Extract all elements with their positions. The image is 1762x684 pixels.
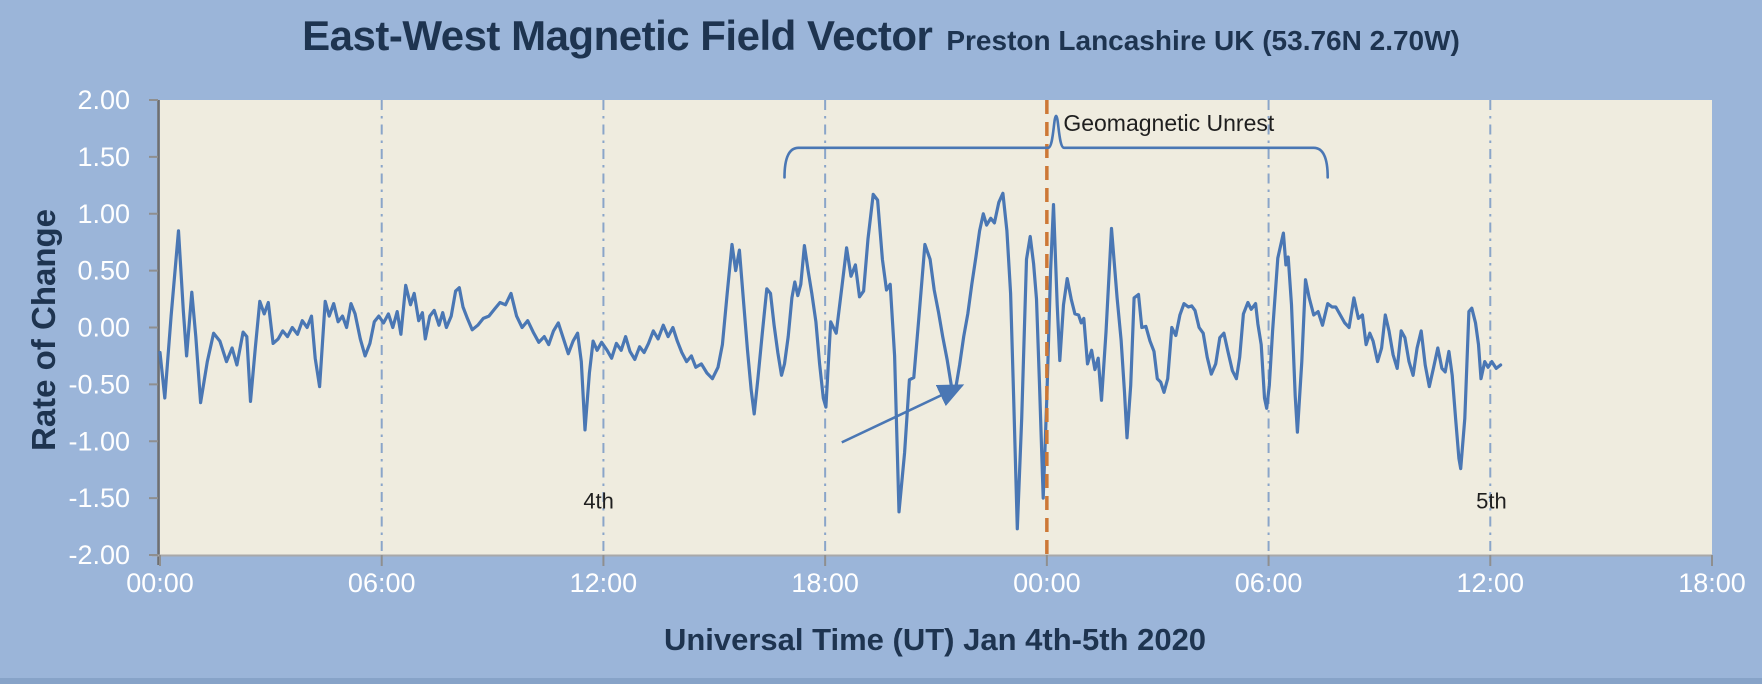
y-tick-label: -2.00: [68, 540, 130, 570]
x-tick-label: 18:00: [791, 568, 859, 598]
x-tick-label: 12:00: [1456, 568, 1524, 598]
chart-title-subtitle: Preston Lancashire UK (53.76N 2.70W): [946, 25, 1460, 56]
x-tick-label: 06:00: [348, 568, 416, 598]
y-tick-label: -0.50: [68, 369, 130, 399]
unrest-brace: [783, 114, 1329, 179]
x-tick-label: 18:00: [1678, 568, 1746, 598]
chart-title-main: East-West Magnetic Field Vector: [302, 12, 933, 59]
x-tick-label: 06:00: [1235, 568, 1303, 598]
y-tick-label: -1.50: [68, 483, 130, 513]
y-tick-label: 1.50: [77, 142, 130, 172]
chart-title: East-West Magnetic Field Vector Preston …: [0, 12, 1762, 60]
x-tick-label: 00:00: [1013, 568, 1081, 598]
day-label: 4th: [583, 488, 614, 513]
event-label: Geomagnetic Unrest: [1063, 110, 1275, 136]
series-line: [158, 191, 1503, 531]
pointer-arrow: [841, 384, 965, 444]
window-bottom-edge: [0, 678, 1762, 684]
day-label: 5th: [1476, 488, 1507, 513]
y-tick-label: 2.00: [77, 85, 130, 115]
y-tick-label: 0.00: [77, 313, 130, 343]
x-tick-label: 00:00: [126, 568, 194, 598]
y-tick-label: 1.00: [77, 199, 130, 229]
y-tick-label: 0.50: [77, 256, 130, 286]
x-tick-label: 12:00: [570, 568, 638, 598]
x-axis-title: Universal Time (UT) Jan 4th-5th 2020: [663, 622, 1207, 657]
y-tick-label: -1.00: [68, 426, 130, 456]
plot-area: [160, 100, 1712, 555]
